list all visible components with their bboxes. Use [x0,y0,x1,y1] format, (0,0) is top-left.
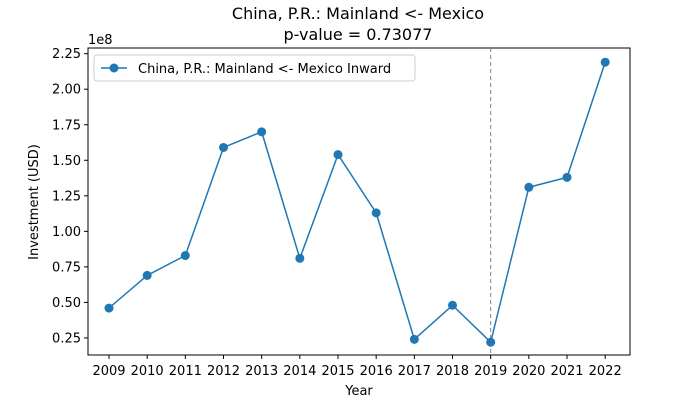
x-tick-label: 2015 [321,364,354,379]
plot-area [87,47,631,356]
y-tick-label: 1.50 [52,154,81,169]
data-point [448,300,458,310]
data-point [104,303,114,313]
series-line [108,61,606,343]
x-tick-label: 2009 [92,364,125,379]
data-point [257,127,267,137]
x-tick-label: 2012 [207,364,240,379]
chart-title: China, P.R.: Mainland <- Mexico [232,4,484,23]
y-tick-label: 2.25 [52,47,81,62]
y-tick-label: 1.25 [52,189,81,204]
y-tick-label: 1.00 [52,225,81,240]
x-tick-label: 2017 [398,364,431,379]
x-tick-label: 2018 [436,364,469,379]
y-axis: 0.25 0.50 0.75 1.00 1.25 1.50 1.75 2.00 2.25 [52,47,88,346]
data-point [524,182,534,192]
x-tick-label: 2010 [131,364,164,379]
y-tick-label: 2.00 [52,83,81,98]
legend: China, P.R.: Mainland <- Mexico Inward [93,54,416,82]
legend-box [93,54,416,82]
y-axis-label: Investment (USD) [27,144,42,260]
data-point [333,150,343,160]
x-tick-label: 2021 [550,364,583,379]
data-point [142,270,152,280]
x-tick-label: 2019 [474,364,507,379]
x-tick-label: 2020 [512,364,545,379]
x-axis: 2009 2010 2011 2012 2013 2014 2015 2016 2017 2018… [92,355,622,379]
data-point [295,253,305,263]
x-tick-label: 2011 [169,364,202,379]
data-point [180,251,190,261]
y-offset-label: 1e8 [88,33,113,48]
x-axis-label: Year [344,384,373,399]
x-tick-label: 2013 [245,364,278,379]
series-layer [104,57,610,347]
data-point [562,172,572,182]
x-tick-label: 2016 [360,364,393,379]
data-point [600,57,610,67]
x-tick-label: 2014 [283,364,316,379]
y-tick-label: 0.25 [52,331,81,346]
data-point [409,334,419,344]
y-tick-label: 0.75 [52,260,81,275]
data-point [486,337,496,347]
y-tick-label: 0.50 [52,296,81,311]
data-point [219,142,228,152]
x-tick-label: 2022 [589,364,622,379]
legend-label: China, P.R.: Mainland <- Mexico Inward [138,62,391,77]
chart-subtitle: p-value = 0.73077 [284,25,433,44]
data-point [371,208,381,218]
legend-marker-swatch [109,63,119,73]
y-tick-label: 1.75 [52,118,81,133]
